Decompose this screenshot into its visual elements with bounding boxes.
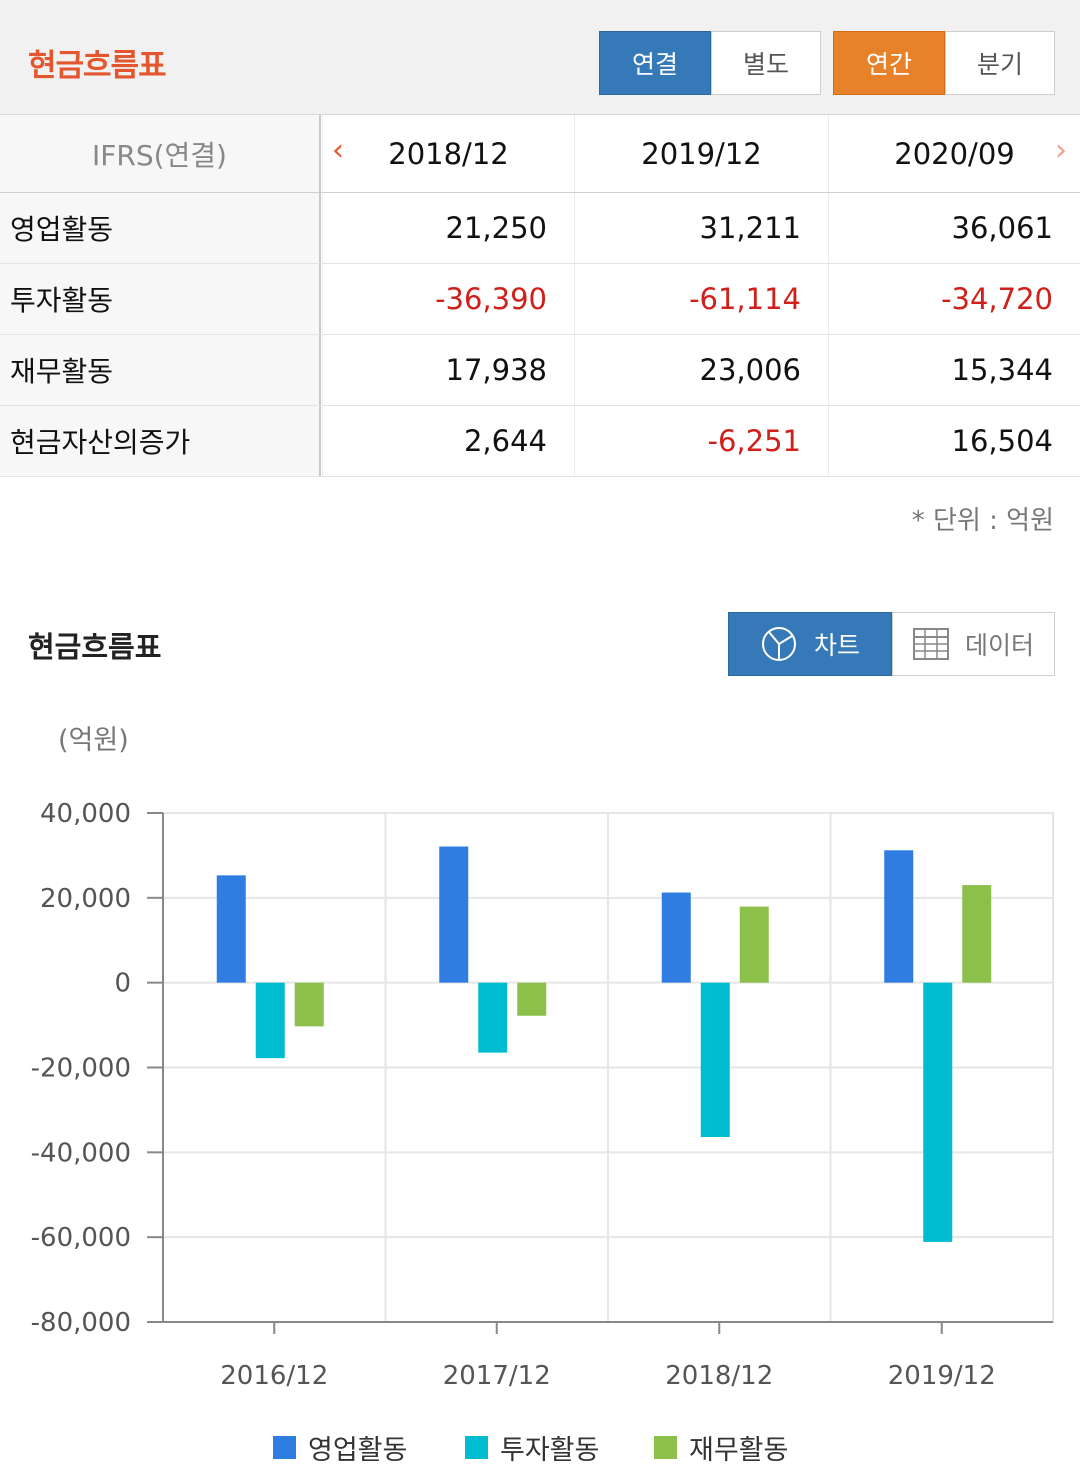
legend-label: 투자활동: [500, 1435, 600, 1466]
table-row: 현금자산의증가 2,644 -6,251 16,504: [0, 406, 1080, 477]
bar-operating: [661, 892, 691, 983]
bar-financing: [294, 982, 324, 1027]
chart-tab-label: 차트: [813, 631, 860, 660]
page-title: 현금흐름표: [28, 48, 167, 84]
table-row: 투자활동 -36,390 -61,114 -34,720: [0, 264, 1080, 335]
table-cell: 16,504: [828, 406, 1080, 476]
y-tick-label: -40,000: [31, 1138, 131, 1168]
y-tick-label: 0: [114, 969, 131, 999]
bar-financing: [517, 982, 547, 1016]
unit-note: * 단위 : 억원: [911, 506, 1054, 536]
y-tick-label: -80,000: [31, 1308, 131, 1338]
prev-arrow-icon[interactable]: ‹: [332, 133, 344, 168]
toggle-separate[interactable]: 별도: [711, 31, 821, 95]
table-grid-icon: [912, 628, 949, 660]
period-col-1: 2018/12: [322, 115, 574, 192]
period-col-2: 2019/12: [574, 115, 828, 192]
legend-swatch: [654, 1436, 677, 1459]
legend-item-investing: 투자활동: [465, 1428, 599, 1467]
table-cell: 36,061: [828, 193, 1080, 263]
bar-financing: [739, 906, 769, 983]
y-axis-unit-label: (억원): [58, 725, 129, 756]
row-label: 투자활동: [0, 264, 321, 334]
table-cell: 15,344: [828, 335, 1080, 405]
toggle-annual[interactable]: 연간: [833, 31, 945, 95]
table-cell: 23,006: [574, 335, 828, 405]
table-cell: -6,251: [574, 406, 828, 476]
table-cell: -36,390: [322, 264, 574, 334]
toggle-quarterly[interactable]: 분기: [945, 31, 1055, 95]
row-label: 재무활동: [0, 335, 321, 405]
y-tick-label: 40,000: [40, 799, 131, 829]
row-label: 현금자산의증가: [0, 406, 321, 476]
bar-investing: [478, 982, 508, 1053]
next-arrow-icon[interactable]: ›: [1055, 133, 1067, 168]
x-tick-label: 2019/12: [888, 1361, 996, 1391]
chart-section-title: 현금흐름표: [28, 630, 162, 664]
table-cell: -34,720: [828, 264, 1080, 334]
x-tick-label: 2016/12: [220, 1361, 328, 1391]
y-tick-label: -20,000: [31, 1054, 131, 1084]
bar-operating: [439, 846, 469, 983]
x-tick-label: 2017/12: [443, 1361, 551, 1391]
table-cell: 31,211: [574, 193, 828, 263]
legend-label: 재무활동: [689, 1435, 789, 1466]
bar-operating: [884, 850, 914, 983]
period-col-3: 2020/09: [828, 115, 1080, 192]
pie-chart-icon: [761, 627, 796, 661]
bar-operating: [216, 875, 246, 983]
table-header-row: IFRS(연결) 2018/12 2019/12 2020/09 ‹ ›: [0, 115, 1080, 193]
table-cell: 2,644: [322, 406, 574, 476]
legend-swatch: [465, 1436, 488, 1459]
bar-financing: [962, 885, 992, 983]
legend-item-financing: 재무활동: [654, 1428, 788, 1467]
data-tab-button[interactable]: 데이터: [892, 612, 1055, 676]
period-label: 2018/12: [388, 136, 509, 171]
legend-label: 영업활동: [308, 1435, 408, 1466]
header-bar: 현금흐름표 연결 별도 연간 분기: [0, 0, 1080, 115]
table-cell: 17,938: [322, 335, 574, 405]
y-tick-label: -60,000: [31, 1223, 131, 1253]
y-tick-label: 20,000: [40, 884, 131, 914]
table-row: 영업활동 21,250 31,211 36,061: [0, 193, 1080, 264]
legend-swatch: [273, 1436, 296, 1459]
bar-investing: [700, 982, 730, 1138]
row-label: 영업활동: [0, 193, 321, 263]
legend-item-operating: 영업활동: [273, 1428, 407, 1467]
x-tick-label: 2018/12: [665, 1361, 773, 1391]
toggle-consolidated[interactable]: 연결: [599, 31, 711, 95]
table-cell: -61,114: [574, 264, 828, 334]
data-tab-label: 데이터: [964, 631, 1034, 660]
table-cell: 21,250: [322, 193, 574, 263]
cashflow-bar-chart: 40,000 20,000 0 -20,000 -40,000 -60,000 -80,00…: [31, 799, 1054, 1391]
chart-tab-button[interactable]: 차트: [728, 612, 892, 676]
table-row: 재무활동 17,938 23,006 15,344: [0, 335, 1080, 406]
table-corner-label: IFRS(연결): [0, 115, 321, 192]
bar-investing: [255, 982, 285, 1059]
bar-investing: [923, 982, 953, 1242]
